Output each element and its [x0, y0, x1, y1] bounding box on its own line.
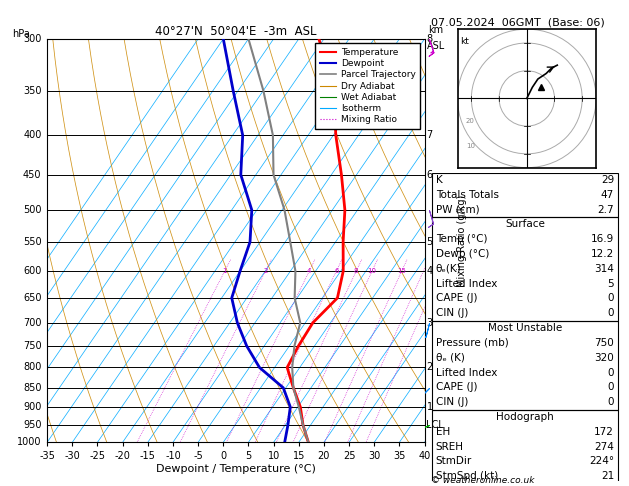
- Text: 1: 1: [223, 268, 227, 274]
- Text: 550: 550: [23, 237, 42, 247]
- Text: 21: 21: [601, 471, 614, 481]
- Bar: [432, 173, 618, 217]
- Text: 1: 1: [426, 402, 433, 412]
- Text: 4: 4: [307, 268, 311, 274]
- Text: 3: 3: [426, 318, 433, 328]
- Text: K: K: [436, 175, 442, 185]
- Text: 2.7: 2.7: [598, 205, 614, 214]
- Text: 600: 600: [23, 266, 42, 276]
- Text: 750: 750: [23, 341, 42, 351]
- Text: 450: 450: [23, 170, 42, 180]
- Text: Lifted Index: Lifted Index: [436, 278, 497, 289]
- Text: 8: 8: [354, 268, 359, 274]
- Text: 0: 0: [608, 367, 614, 378]
- Title: 40°27'N  50°04'E  -3m  ASL: 40°27'N 50°04'E -3m ASL: [155, 25, 316, 38]
- Text: 2: 2: [264, 268, 268, 274]
- Text: 12.2: 12.2: [591, 249, 614, 259]
- Text: 29: 29: [601, 175, 614, 185]
- Text: 20: 20: [466, 119, 475, 124]
- Text: 0: 0: [608, 308, 614, 318]
- Text: 10: 10: [466, 143, 475, 149]
- Text: 7: 7: [426, 130, 433, 140]
- Text: ASL: ASL: [426, 41, 445, 51]
- Text: 47: 47: [601, 190, 614, 200]
- Text: 700: 700: [23, 318, 42, 328]
- Text: 750: 750: [594, 338, 614, 348]
- Text: 300: 300: [23, 34, 42, 44]
- Text: Dewp (°C): Dewp (°C): [436, 249, 489, 259]
- Text: EH: EH: [436, 427, 450, 437]
- Text: 1000: 1000: [17, 437, 42, 447]
- Bar: [432, 410, 618, 484]
- Text: 224°: 224°: [589, 456, 614, 467]
- Text: 0: 0: [608, 294, 614, 303]
- Text: 0: 0: [608, 397, 614, 407]
- Text: θₑ (K): θₑ (K): [436, 353, 465, 363]
- Text: 950: 950: [23, 420, 42, 430]
- Text: 0: 0: [608, 382, 614, 392]
- Text: Temp (°C): Temp (°C): [436, 234, 487, 244]
- Text: Most Unstable: Most Unstable: [487, 323, 562, 333]
- Text: 6: 6: [334, 268, 338, 274]
- Text: Pressure (mb): Pressure (mb): [436, 338, 508, 348]
- Text: Hodograph: Hodograph: [496, 412, 554, 422]
- Text: CIN (J): CIN (J): [436, 397, 468, 407]
- Text: Totals Totals: Totals Totals: [436, 190, 499, 200]
- X-axis label: Dewpoint / Temperature (°C): Dewpoint / Temperature (°C): [156, 464, 316, 474]
- Text: 274: 274: [594, 442, 614, 451]
- Text: 2: 2: [426, 363, 433, 372]
- Text: StmDir: StmDir: [436, 456, 472, 467]
- Text: 650: 650: [23, 293, 42, 303]
- Text: 500: 500: [23, 205, 42, 215]
- Text: kt: kt: [460, 37, 469, 47]
- Bar: [432, 321, 618, 410]
- Text: 172: 172: [594, 427, 614, 437]
- Text: 16.9: 16.9: [591, 234, 614, 244]
- Text: 314: 314: [594, 264, 614, 274]
- Text: Surface: Surface: [505, 219, 545, 229]
- Text: 10: 10: [367, 268, 377, 274]
- Text: © weatheronline.co.uk: © weatheronline.co.uk: [431, 475, 535, 485]
- Text: 800: 800: [23, 363, 42, 372]
- Text: 4: 4: [426, 266, 433, 276]
- Text: 6: 6: [426, 170, 433, 180]
- Text: CAPE (J): CAPE (J): [436, 294, 477, 303]
- Text: LCL: LCL: [426, 420, 444, 430]
- Text: km: km: [428, 25, 443, 35]
- Text: 15: 15: [398, 268, 406, 274]
- Text: 5: 5: [608, 278, 614, 289]
- Text: CIN (J): CIN (J): [436, 308, 468, 318]
- Text: 350: 350: [23, 86, 42, 96]
- Text: Lifted Index: Lifted Index: [436, 367, 497, 378]
- Text: 320: 320: [594, 353, 614, 363]
- Text: 850: 850: [23, 383, 42, 393]
- Text: 900: 900: [23, 402, 42, 412]
- Text: SREH: SREH: [436, 442, 464, 451]
- Text: hPa: hPa: [12, 29, 30, 39]
- Text: PW (cm): PW (cm): [436, 205, 479, 214]
- Text: θₑ(K): θₑ(K): [436, 264, 461, 274]
- Text: Mixing Ratio (g/kg): Mixing Ratio (g/kg): [457, 194, 467, 287]
- Text: CAPE (J): CAPE (J): [436, 382, 477, 392]
- Legend: Temperature, Dewpoint, Parcel Trajectory, Dry Adiabat, Wet Adiabat, Isotherm, Mi: Temperature, Dewpoint, Parcel Trajectory…: [315, 43, 420, 129]
- Bar: [432, 217, 618, 321]
- Text: 8: 8: [426, 34, 433, 44]
- Text: 400: 400: [23, 130, 42, 140]
- Text: 5: 5: [426, 237, 433, 247]
- Text: 07.05.2024  06GMT  (Base: 06): 07.05.2024 06GMT (Base: 06): [431, 17, 604, 27]
- Text: StmSpd (kt): StmSpd (kt): [436, 471, 498, 481]
